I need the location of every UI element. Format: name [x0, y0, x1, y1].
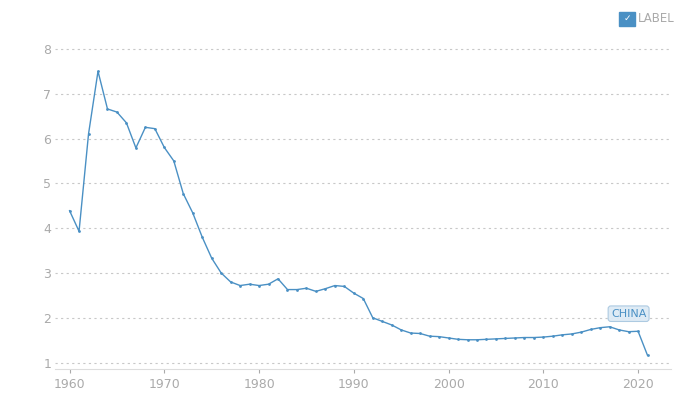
Text: ✓: ✓: [623, 14, 630, 23]
Text: CHINA: CHINA: [611, 309, 646, 319]
Text: LABEL: LABEL: [638, 12, 675, 25]
